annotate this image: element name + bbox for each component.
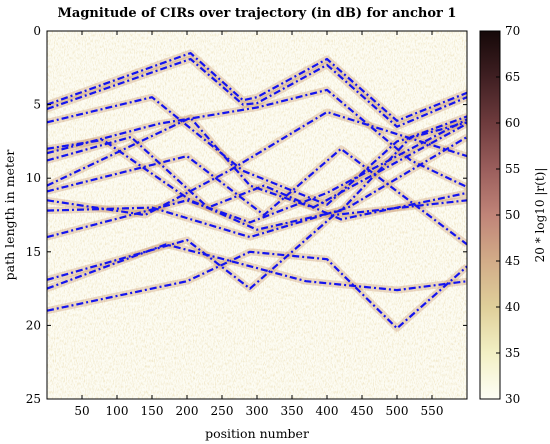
path-trace-13	[47, 250, 467, 330]
y-tick-label: 0	[33, 24, 41, 38]
chart-title: Magnitude of CIRs over trajectory (in dB…	[58, 6, 457, 21]
colorbar-label: 20 * log10 |r(t)|	[533, 168, 547, 263]
y-tick-label: 25	[26, 392, 41, 406]
colorbar-tick-label: 50	[505, 208, 520, 222]
colorbar-tick-label: 30	[505, 392, 520, 406]
y-tick-label: 20	[26, 318, 41, 332]
path-trace-2	[47, 57, 467, 128]
path-trace-12	[47, 199, 467, 290]
path-traces	[47, 51, 467, 330]
path-trace-9	[47, 110, 467, 217]
x-tick-label: 300	[246, 404, 269, 418]
x-tick-label: 50	[74, 404, 89, 418]
x-tick-label: 100	[106, 404, 129, 418]
colorbar: 30 35 40 45 50 55 60 65 70 20 * log10 |r(t)|	[479, 24, 547, 406]
x-tick-label: 250	[211, 404, 234, 418]
x-tick-label: 200	[176, 404, 199, 418]
colorbar-gradient	[480, 31, 500, 399]
path-trace-6	[47, 135, 467, 221]
y-tick-label: 10	[26, 171, 41, 185]
y-tick-label: 15	[26, 245, 41, 259]
y-axis: 0 5 10 15 20 25	[26, 24, 467, 406]
path-trace-5	[47, 115, 467, 231]
x-tick-label: 450	[351, 404, 374, 418]
x-axis-label: position number	[205, 426, 309, 441]
x-tick-label: 500	[386, 404, 409, 418]
colorbar-tick-label: 35	[505, 346, 520, 360]
path-trace-10	[47, 136, 467, 239]
colorbar-ticks: 30 35 40 45 50 55 60 65 70	[496, 24, 520, 406]
colorbar-tick-label: 40	[505, 300, 520, 314]
colorbar-tick-label: 70	[505, 24, 520, 38]
path-trace-7	[47, 116, 467, 209]
path-trace-1	[47, 51, 467, 122]
path-trace-11	[47, 118, 467, 239]
colorbar-tick-label: 65	[505, 70, 520, 84]
x-tick-label: 150	[141, 404, 164, 418]
x-tick-label: 550	[421, 404, 444, 418]
x-tick-label: 400	[316, 404, 339, 418]
path-trace-14	[47, 243, 467, 292]
colorbar-tick-label: 60	[505, 116, 520, 130]
colorbar-tick-label: 55	[505, 162, 520, 176]
path-trace-8	[47, 147, 467, 246]
x-tick-label: 350	[281, 404, 304, 418]
noise-texture	[47, 31, 467, 399]
y-tick-label: 5	[33, 98, 41, 112]
y-axis-label: path length in meter	[2, 150, 17, 281]
x-axis: 50 100 150 200 250 300 350 400 450 500 550	[74, 31, 443, 418]
plot-area	[46, 30, 468, 400]
colorbar-tick-label: 45	[505, 254, 520, 268]
